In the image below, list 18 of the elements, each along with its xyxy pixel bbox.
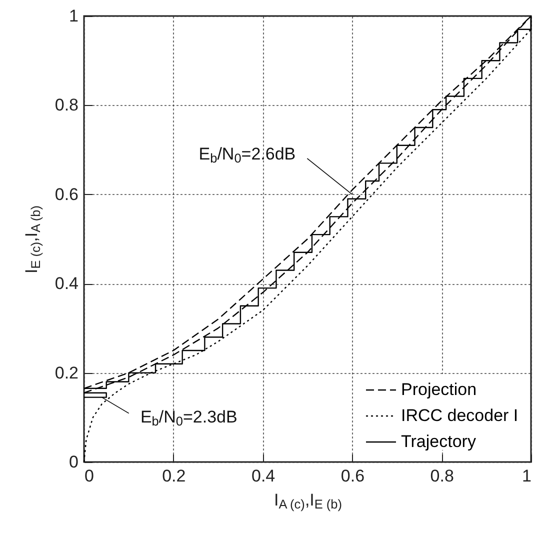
y-tick-label: 0: [69, 452, 78, 472]
y-tick-label: 0.2: [54, 363, 78, 382]
x-tick-label: 0.2: [162, 466, 186, 486]
y-tick-label: 0.6: [54, 184, 78, 204]
legend-label: Projection: [401, 380, 477, 399]
x-tick-label: 0: [84, 466, 94, 486]
x-tick-label: 1: [522, 466, 532, 486]
legend-label: IRCC decoder I: [401, 406, 518, 425]
x-tick-label: 0.8: [430, 466, 454, 486]
y-tick-label: 0.4: [54, 274, 78, 294]
legend-label: Trajectory: [401, 432, 476, 451]
y-tick-label: 0.8: [54, 96, 78, 115]
y-tick-label: 1: [69, 6, 78, 26]
x-tick-label: 0.4: [251, 466, 276, 486]
x-tick-label: 0.6: [340, 466, 365, 486]
x-axis-title: I$_{A (c)}$,I$_{E (b)}$: [274, 490, 342, 512]
annotation: E$_{b}$/N$_{0}$=2.3dB: [140, 407, 238, 429]
annotation: E$_{b}$/N$_{0}$=2.6dB: [198, 144, 296, 166]
